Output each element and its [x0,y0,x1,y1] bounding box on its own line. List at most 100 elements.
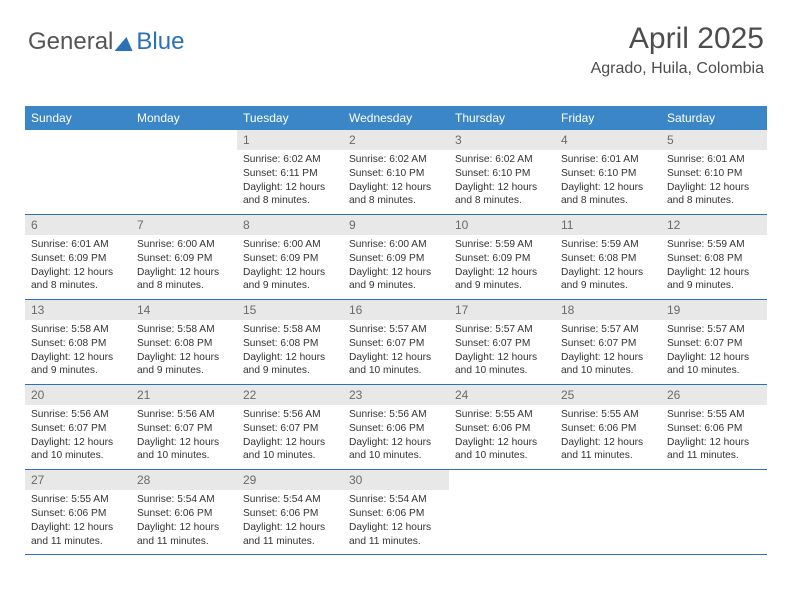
day-cell: 13Sunrise: 5:58 AMSunset: 6:08 PMDayligh… [25,300,131,385]
day-cell [449,470,555,555]
day-cell: 20Sunrise: 5:56 AMSunset: 6:07 PMDayligh… [25,385,131,470]
weekday-header: Friday [555,106,661,130]
day-details: Sunrise: 5:57 AMSunset: 6:07 PMDaylight:… [555,320,661,384]
weekday-header: Wednesday [343,106,449,130]
day-number: 18 [555,300,661,320]
day-details: Sunrise: 5:58 AMSunset: 6:08 PMDaylight:… [131,320,237,384]
weekday-header: Monday [131,106,237,130]
header: April 2025 Agrado, Huila, Colombia [591,22,764,78]
week-row: 13Sunrise: 5:58 AMSunset: 6:08 PMDayligh… [25,300,767,385]
day-details: Sunrise: 5:59 AMSunset: 6:08 PMDaylight:… [555,235,661,299]
day-number: 22 [237,385,343,405]
day-details: Sunrise: 5:57 AMSunset: 6:07 PMDaylight:… [661,320,767,384]
day-number: 8 [237,215,343,235]
day-details: Sunrise: 5:58 AMSunset: 6:08 PMDaylight:… [25,320,131,384]
day-number: 20 [25,385,131,405]
day-number: 4 [555,130,661,150]
weekday-header: Tuesday [237,106,343,130]
day-cell: 8Sunrise: 6:00 AMSunset: 6:09 PMDaylight… [237,215,343,300]
day-details: Sunrise: 6:01 AMSunset: 6:10 PMDaylight:… [555,150,661,214]
day-cell: 28Sunrise: 5:54 AMSunset: 6:06 PMDayligh… [131,470,237,555]
day-details: Sunrise: 5:55 AMSunset: 6:06 PMDaylight:… [449,405,555,469]
day-number: 24 [449,385,555,405]
day-details: Sunrise: 5:55 AMSunset: 6:06 PMDaylight:… [661,405,767,469]
day-number: 26 [661,385,767,405]
day-cell: 29Sunrise: 5:54 AMSunset: 6:06 PMDayligh… [237,470,343,555]
weekday-header: Saturday [661,106,767,130]
day-number: 5 [661,130,767,150]
day-number: 11 [555,215,661,235]
weekday-header: Thursday [449,106,555,130]
day-cell: 1Sunrise: 6:02 AMSunset: 6:11 PMDaylight… [237,130,343,215]
calendar-head: SundayMondayTuesdayWednesdayThursdayFrid… [25,106,767,130]
day-cell: 12Sunrise: 5:59 AMSunset: 6:08 PMDayligh… [661,215,767,300]
day-details: Sunrise: 5:59 AMSunset: 6:08 PMDaylight:… [661,235,767,299]
day-cell: 3Sunrise: 6:02 AMSunset: 6:10 PMDaylight… [449,130,555,215]
day-cell: 5Sunrise: 6:01 AMSunset: 6:10 PMDaylight… [661,130,767,215]
day-details: Sunrise: 6:01 AMSunset: 6:10 PMDaylight:… [661,150,767,214]
day-cell: 21Sunrise: 5:56 AMSunset: 6:07 PMDayligh… [131,385,237,470]
day-details: Sunrise: 5:54 AMSunset: 6:06 PMDaylight:… [343,490,449,554]
day-details: Sunrise: 6:02 AMSunset: 6:10 PMDaylight:… [343,150,449,214]
day-details: Sunrise: 6:00 AMSunset: 6:09 PMDaylight:… [131,235,237,299]
day-cell: 6Sunrise: 6:01 AMSunset: 6:09 PMDaylight… [25,215,131,300]
day-cell: 18Sunrise: 5:57 AMSunset: 6:07 PMDayligh… [555,300,661,385]
day-cell: 23Sunrise: 5:56 AMSunset: 6:06 PMDayligh… [343,385,449,470]
day-details: Sunrise: 5:59 AMSunset: 6:09 PMDaylight:… [449,235,555,299]
day-details: Sunrise: 5:57 AMSunset: 6:07 PMDaylight:… [343,320,449,384]
day-number: 6 [25,215,131,235]
day-cell: 7Sunrise: 6:00 AMSunset: 6:09 PMDaylight… [131,215,237,300]
day-number: 21 [131,385,237,405]
day-details: Sunrise: 6:01 AMSunset: 6:09 PMDaylight:… [25,235,131,299]
week-row: 6Sunrise: 6:01 AMSunset: 6:09 PMDaylight… [25,215,767,300]
week-row: 27Sunrise: 5:55 AMSunset: 6:06 PMDayligh… [25,470,767,555]
day-cell: 24Sunrise: 5:55 AMSunset: 6:06 PMDayligh… [449,385,555,470]
day-number: 28 [131,470,237,490]
day-cell: 17Sunrise: 5:57 AMSunset: 6:07 PMDayligh… [449,300,555,385]
day-number: 7 [131,215,237,235]
day-cell [131,130,237,215]
day-cell: 14Sunrise: 5:58 AMSunset: 6:08 PMDayligh… [131,300,237,385]
day-number: 14 [131,300,237,320]
day-number: 23 [343,385,449,405]
day-number: 16 [343,300,449,320]
day-details: Sunrise: 5:56 AMSunset: 6:06 PMDaylight:… [343,405,449,469]
day-cell [661,470,767,555]
day-details: Sunrise: 5:56 AMSunset: 6:07 PMDaylight:… [25,405,131,469]
logo-text-2: Blue [136,28,184,56]
weekday-header: Sunday [25,106,131,130]
day-number: 15 [237,300,343,320]
logo-text-1: General [28,28,113,56]
day-cell: 22Sunrise: 5:56 AMSunset: 6:07 PMDayligh… [237,385,343,470]
page-title: April 2025 [591,22,764,56]
day-number: 27 [25,470,131,490]
day-cell: 10Sunrise: 5:59 AMSunset: 6:09 PMDayligh… [449,215,555,300]
week-row: 1Sunrise: 6:02 AMSunset: 6:11 PMDaylight… [25,130,767,215]
day-details: Sunrise: 6:02 AMSunset: 6:10 PMDaylight:… [449,150,555,214]
day-number: 12 [661,215,767,235]
day-number: 30 [343,470,449,490]
day-cell: 15Sunrise: 5:58 AMSunset: 6:08 PMDayligh… [237,300,343,385]
day-cell [555,470,661,555]
day-number: 19 [661,300,767,320]
day-number: 17 [449,300,555,320]
day-cell: 4Sunrise: 6:01 AMSunset: 6:10 PMDaylight… [555,130,661,215]
day-details: Sunrise: 5:54 AMSunset: 6:06 PMDaylight:… [237,490,343,554]
day-number: 2 [343,130,449,150]
day-cell: 16Sunrise: 5:57 AMSunset: 6:07 PMDayligh… [343,300,449,385]
day-number: 9 [343,215,449,235]
day-cell: 27Sunrise: 5:55 AMSunset: 6:06 PMDayligh… [25,470,131,555]
day-number: 25 [555,385,661,405]
day-details: Sunrise: 5:57 AMSunset: 6:07 PMDaylight:… [449,320,555,384]
day-number: 10 [449,215,555,235]
day-cell [25,130,131,215]
calendar-body: 1Sunrise: 6:02 AMSunset: 6:11 PMDaylight… [25,130,767,555]
day-number: 13 [25,300,131,320]
day-details: Sunrise: 5:55 AMSunset: 6:06 PMDaylight:… [555,405,661,469]
day-cell: 9Sunrise: 6:00 AMSunset: 6:09 PMDaylight… [343,215,449,300]
day-number: 3 [449,130,555,150]
day-cell: 2Sunrise: 6:02 AMSunset: 6:10 PMDaylight… [343,130,449,215]
day-cell: 25Sunrise: 5:55 AMSunset: 6:06 PMDayligh… [555,385,661,470]
day-details: Sunrise: 5:58 AMSunset: 6:08 PMDaylight:… [237,320,343,384]
day-number: 29 [237,470,343,490]
